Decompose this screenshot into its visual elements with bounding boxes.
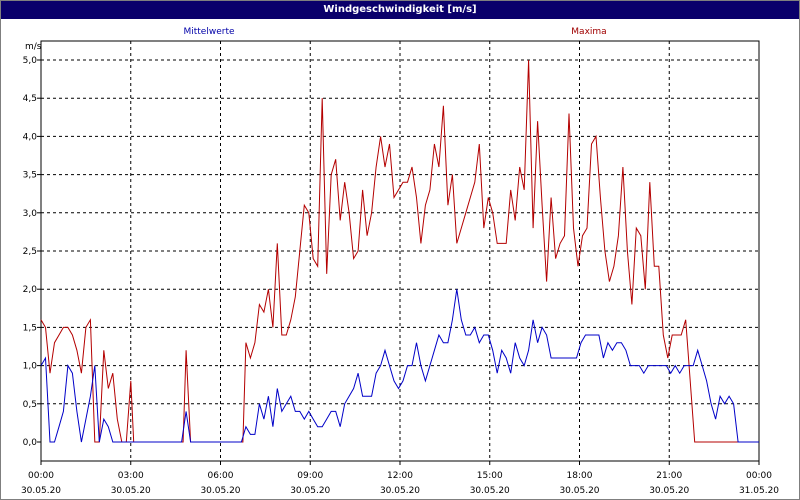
y-axis-ticks: 0,0 0,5 1,0 1,5 2,0 2,5 3,0 3,5 4,0 4,5 5,0 (23, 56, 41, 448)
x-tick-date: 30.05.20 (290, 486, 330, 496)
legend-maxima: Maxima (571, 27, 606, 37)
x-tick-date: 30.05.20 (559, 486, 599, 496)
x-tick-time: 15:00 (477, 471, 503, 481)
y-tick-label: 4,0 (23, 132, 38, 142)
legend-mittelwerte: Mittelwerte (183, 27, 234, 37)
y-tick-label: 3,5 (23, 171, 37, 181)
y-tick-label: 2,5 (23, 247, 37, 257)
x-tick-date: 30.05.20 (111, 486, 151, 496)
y-tick-label: 0,0 (23, 438, 38, 448)
y-tick-label: 3,0 (23, 209, 38, 219)
y-tick-label: 5,0 (23, 56, 38, 66)
x-tick-time: 18:00 (567, 471, 593, 481)
x-tick-date: 30.05.20 (21, 486, 61, 496)
y-tick-label: 2,0 (23, 285, 38, 295)
x-tick-date: 30.05.20 (380, 486, 420, 496)
y-tick-label: 1,5 (23, 323, 37, 333)
x-tick-time: 00:00 (28, 471, 54, 481)
grid-lines (41, 41, 759, 461)
x-tick-date: 30.05.20 (470, 486, 510, 496)
x-tick-time: 12:00 (387, 471, 413, 481)
x-tick-date: 30.05.20 (200, 486, 240, 496)
data-series (40, 59, 759, 443)
y-tick-label: 0,5 (23, 400, 37, 410)
chart-title: Windgeschwindigkeit [m/s] (1, 1, 799, 19)
y-tick-label: 4,5 (23, 94, 37, 104)
y-axis-unit-label: m/s (25, 42, 42, 52)
x-tick-date: 30.05.20 (649, 486, 689, 496)
x-tick-time: 21:00 (656, 471, 682, 481)
x-tick-time: 09:00 (297, 471, 323, 481)
x-tick-date: 31.05.20 (739, 486, 779, 496)
x-tick-time: 00:00 (746, 471, 772, 481)
y-tick-label: 1,0 (23, 362, 38, 372)
series-line-mittelwerte (40, 289, 759, 443)
x-tick-time: 03:00 (118, 471, 144, 481)
x-tick-time: 06:00 (208, 471, 234, 481)
x-axis-ticks: 00:00 30.05.20 03:00 30.05.20 06:00 30.05.20 0… (21, 461, 779, 496)
